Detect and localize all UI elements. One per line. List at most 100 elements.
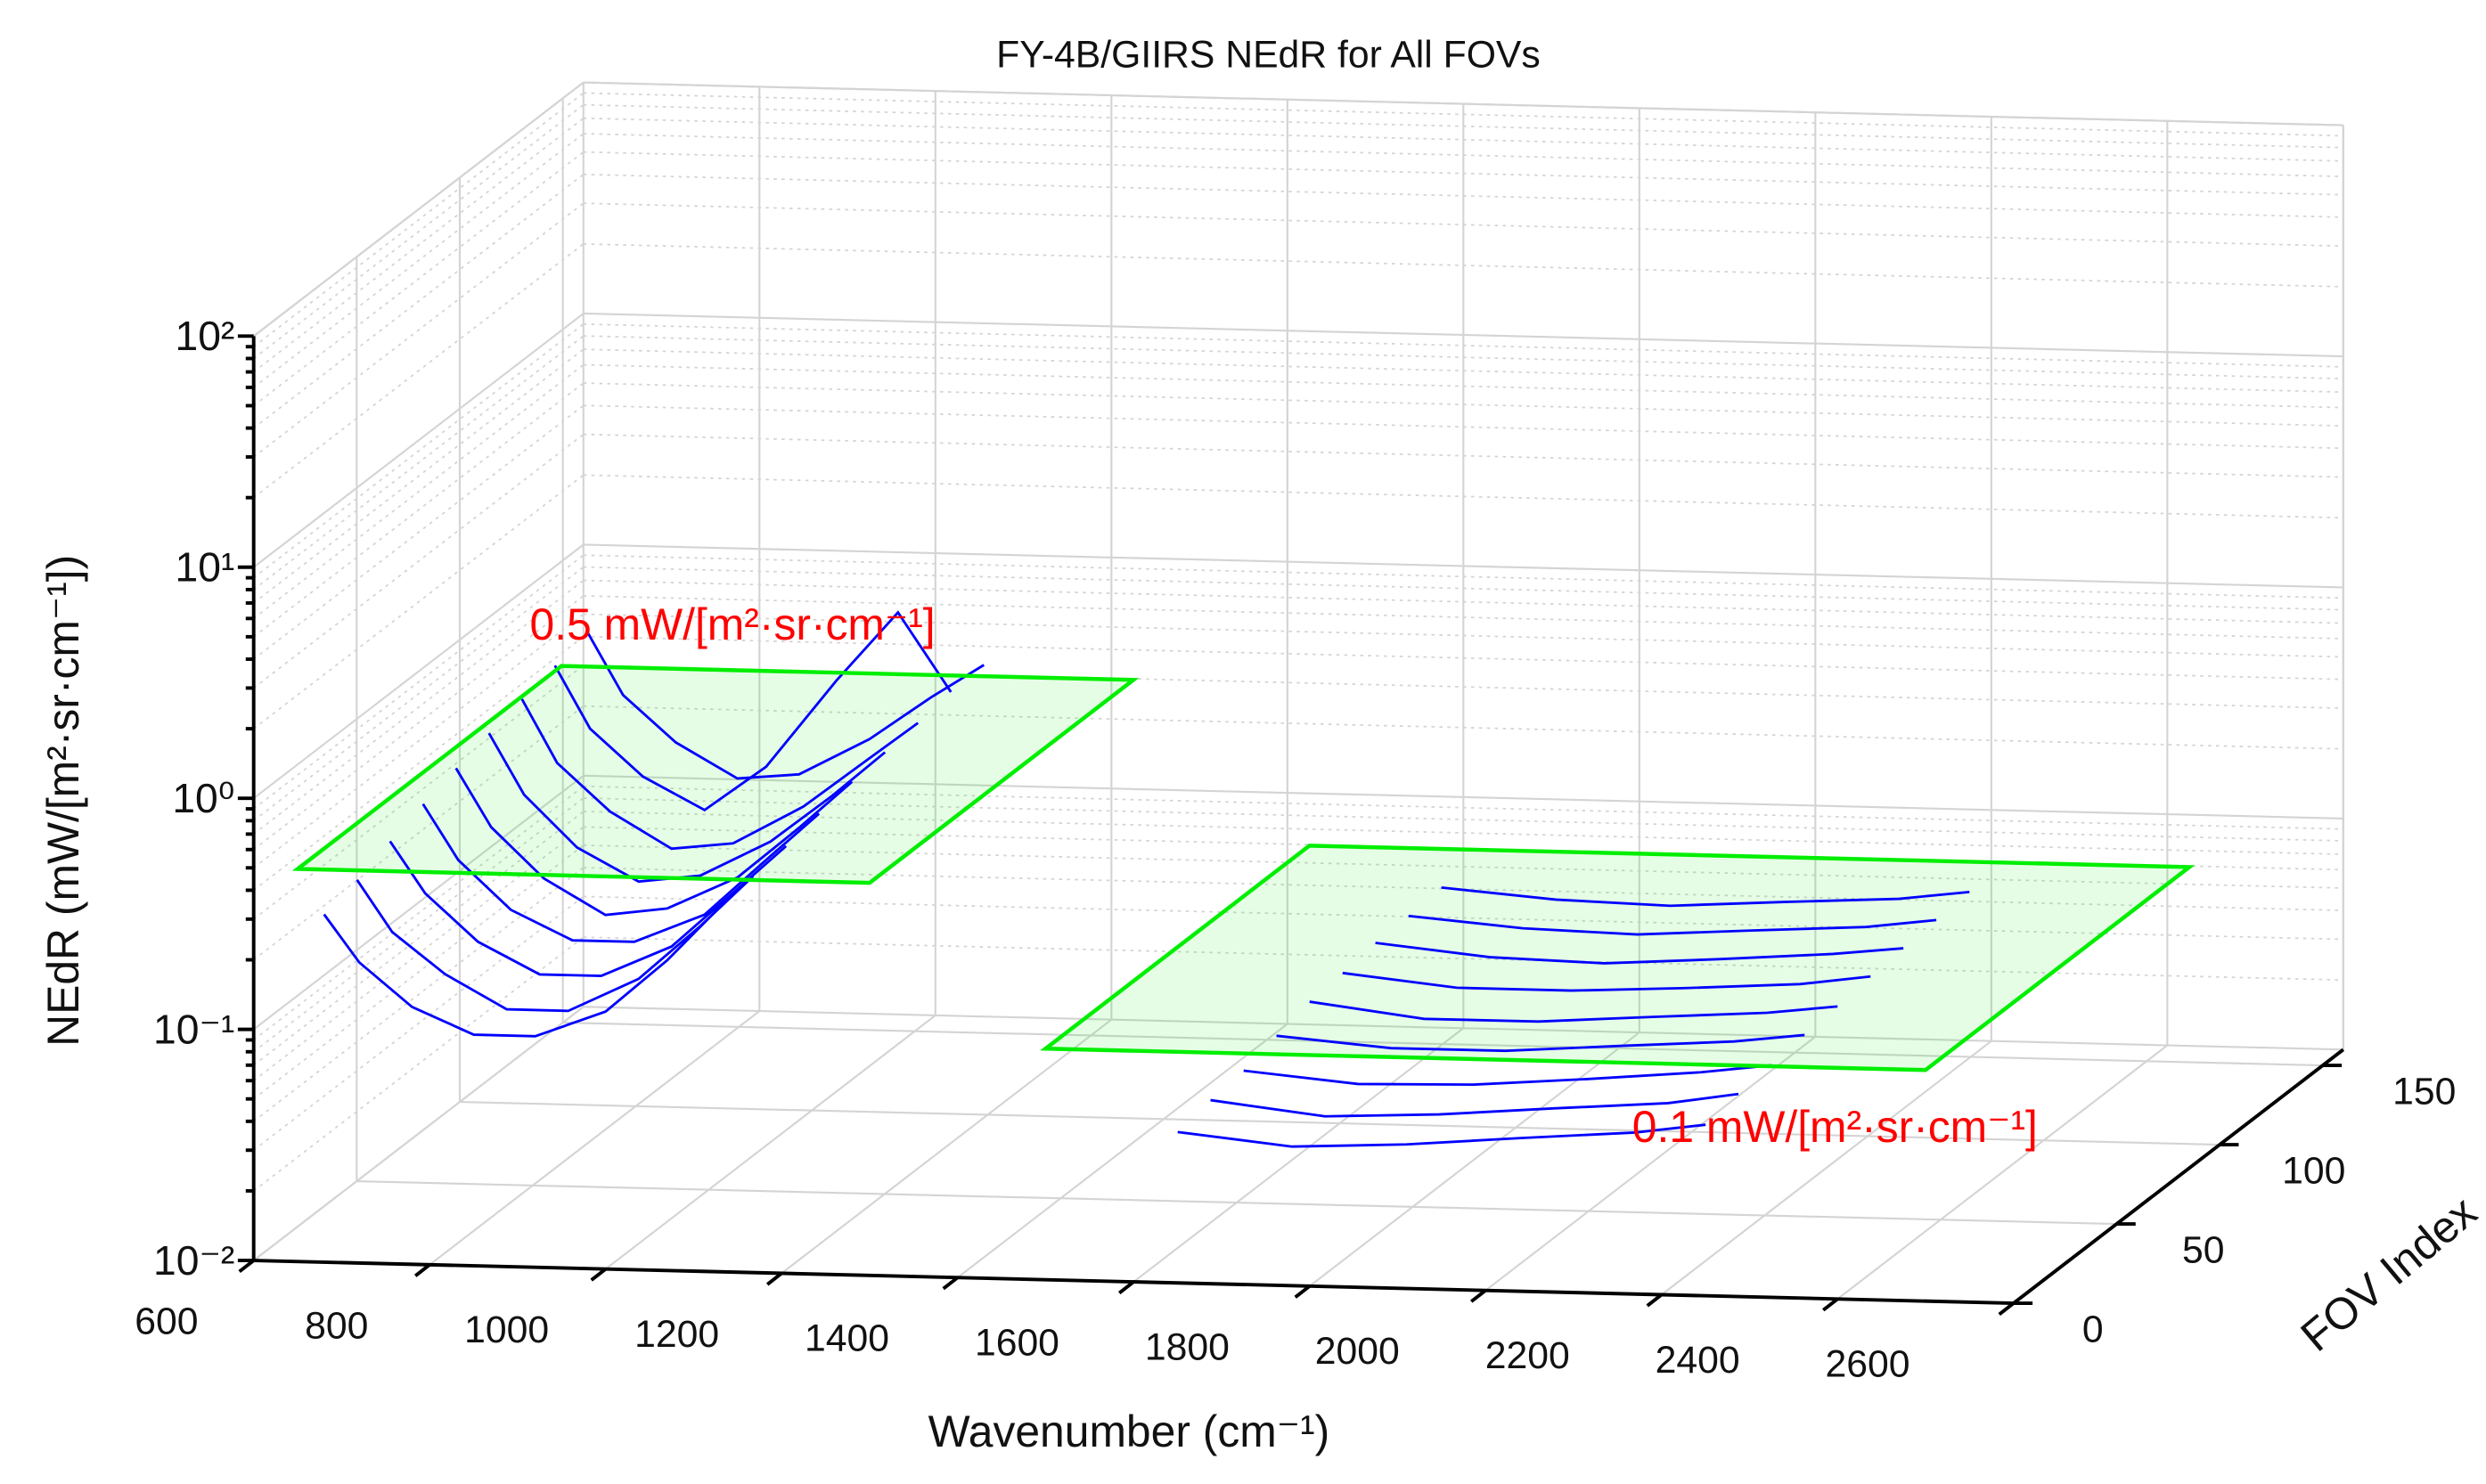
grid-line [356,1179,2117,1226]
grid-line [781,1018,1112,1275]
nedr-line [356,875,1739,1118]
grid-line [605,1015,936,1270]
minor-grid-line [253,323,585,579]
y-tick-label: 150 [2392,1070,2456,1113]
minor-grid-line [253,936,585,1192]
grid-line [459,1100,2220,1146]
x-tick-label: 1600 [975,1322,1059,1365]
x-tick-label: 600 [135,1301,198,1343]
nedr-line [323,905,1706,1148]
grid-line [583,774,2343,819]
x-tick [1646,1292,1663,1308]
grid-line [583,1006,2343,1051]
x-tick-label: 800 [305,1304,368,1347]
nedr-line [454,767,1838,1023]
grid-line [253,1006,585,1261]
y-tick-label: 0 [2082,1308,2104,1350]
z-tick-label: 10¹ [175,544,234,591]
z-axis-label: NEdR (mW/[m²·sr·cm⁻¹]) [38,555,88,1047]
minor-grid-line [253,705,585,961]
nedr-line [586,632,1970,908]
grid-line [583,312,2343,358]
grid-line [957,1023,1288,1279]
grid-line [253,313,585,568]
minor-grid-line [253,867,585,1122]
grid-line [1661,1040,1992,1296]
y-axis [2012,1048,2345,1305]
y-tick-label: 50 [2182,1228,2224,1271]
x-tick-label: 2600 [1826,1343,1910,1386]
minor-grid-line [253,844,585,1100]
x-tick-label: 1400 [805,1317,889,1360]
x-tick-label: 2400 [1656,1339,1740,1382]
minor-grid-line [253,554,585,810]
x-tick [1822,1297,1839,1312]
minor-grid-line [253,133,585,388]
grid-line [1484,1036,1816,1292]
minor-grid-line [253,404,585,660]
minor-grid-line [253,566,585,822]
grid-line [1309,1031,1640,1287]
z-tick-label: 10⁻² [153,1237,234,1284]
x-tick [942,1276,959,1291]
x-tick-label: 1800 [1145,1325,1230,1368]
z-tick-label: 10² [175,313,234,359]
nedr-line [388,840,1772,1087]
x-tick-label: 1000 [464,1309,549,1351]
minor-grid-line [253,151,585,407]
threshold-plane-edge [1040,844,2196,1072]
grid-line [429,1010,760,1266]
grid-line [1836,1044,2169,1301]
minor-grid-line [253,433,585,689]
minor-grid-line [253,103,585,360]
z-tick-label: 10⁻¹ [153,1006,234,1052]
minor-grid-line [253,895,585,1151]
minor-grid-line [253,118,585,373]
grid-line [583,543,2343,589]
minor-grid-line [253,635,585,892]
minor-grid-line [253,174,585,429]
nedr-line [553,610,1937,936]
minor-grid-line [253,579,585,836]
x-tick-label: 2000 [1315,1330,1400,1373]
y-tick-label: 100 [2282,1149,2345,1192]
box-edge [583,81,2343,126]
plane-label: 0.5 mW/[m²·sr·cm⁻¹] [530,599,936,649]
minor-grid-line [253,665,585,920]
x-tick [1470,1289,1487,1303]
minor-grid-line [253,243,585,499]
x-tick [1998,1301,2015,1317]
minor-grid-line [253,202,585,458]
minor-grid-line [253,92,585,347]
y-axis-label: FOV Index [2292,1186,2486,1361]
nedr-line [520,698,1904,965]
threshold-plane [298,665,1134,884]
minor-grid-line [253,335,585,591]
grid-line [253,543,585,800]
box-edge [253,81,585,338]
x-tick-label: 2200 [1485,1334,1570,1377]
grid-line [562,1021,2323,1067]
chart-title: FY-4B/GIIRS NEdR for All FOVs [996,33,1541,76]
minor-grid-line [253,474,585,730]
z-tick-label: 10⁰ [172,775,234,821]
minor-grid-line [253,785,585,1041]
minor-grid-line [253,797,585,1053]
minor-grid-line [253,363,585,620]
nedr-line [421,803,1805,1053]
x-axis-label: Wavenumber (cm⁻¹) [928,1407,1330,1456]
minor-grid-line [253,348,585,604]
threshold-plane [1045,845,2190,1071]
x-tick [413,1263,431,1277]
minor-grid-line [253,595,585,851]
minor-grid-line [253,613,585,868]
minor-grid-line [253,382,585,638]
grid-line [1133,1027,1464,1283]
x-tick-label: 1200 [634,1313,719,1356]
x-tick [590,1268,607,1282]
x-tick [765,1271,783,1286]
x-tick [1294,1284,1311,1299]
threshold-plane-edge [291,664,1140,885]
